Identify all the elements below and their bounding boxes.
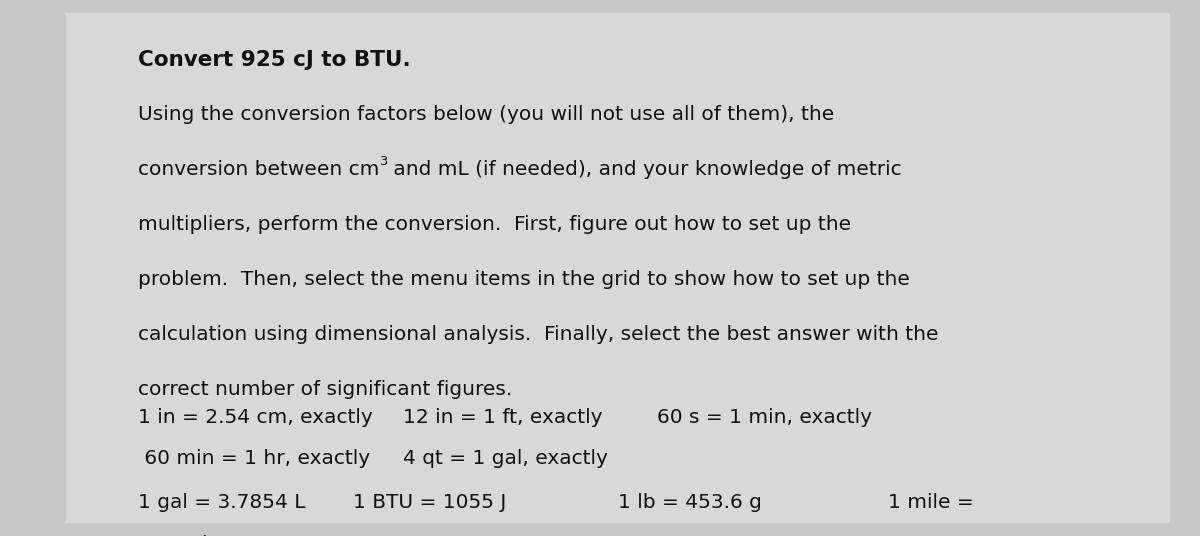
Text: 1 gal = 3.7854 L: 1 gal = 3.7854 L bbox=[138, 493, 305, 512]
Text: calculation using dimensional analysis.  Finally, select the best answer with th: calculation using dimensional analysis. … bbox=[138, 325, 938, 344]
Text: 12 in = 1 ft, exactly: 12 in = 1 ft, exactly bbox=[403, 408, 602, 427]
Text: 60 min = 1 hr, exactly: 60 min = 1 hr, exactly bbox=[138, 449, 370, 468]
Text: 1 BTU = 1055 J: 1 BTU = 1055 J bbox=[353, 493, 506, 512]
Text: Convert 925 cJ to BTU.: Convert 925 cJ to BTU. bbox=[138, 50, 410, 70]
Text: 4 qt = 1 gal, exactly: 4 qt = 1 gal, exactly bbox=[403, 449, 607, 468]
Text: conversion between cm: conversion between cm bbox=[138, 160, 379, 179]
Text: Using the conversion factors below (you will not use all of them), the: Using the conversion factors below (you … bbox=[138, 105, 834, 124]
FancyBboxPatch shape bbox=[66, 13, 1170, 523]
Text: and mL (if needed), and your knowledge of metric: and mL (if needed), and your knowledge o… bbox=[388, 160, 902, 179]
Text: 1 mile =: 1 mile = bbox=[888, 493, 974, 512]
Text: 1.609 km: 1.609 km bbox=[138, 535, 233, 536]
Text: multipliers, perform the conversion.  First, figure out how to set up the: multipliers, perform the conversion. Fir… bbox=[138, 215, 851, 234]
Text: 1 lb = 453.6 g: 1 lb = 453.6 g bbox=[618, 493, 762, 512]
Text: problem.  Then, select the menu items in the grid to show how to set up the: problem. Then, select the menu items in … bbox=[138, 270, 910, 289]
Text: 60 s = 1 min, exactly: 60 s = 1 min, exactly bbox=[656, 408, 871, 427]
Text: correct number of significant figures.: correct number of significant figures. bbox=[138, 380, 512, 399]
Text: 1 in = 2.54 cm, exactly: 1 in = 2.54 cm, exactly bbox=[138, 408, 372, 427]
Text: 3: 3 bbox=[379, 154, 388, 168]
